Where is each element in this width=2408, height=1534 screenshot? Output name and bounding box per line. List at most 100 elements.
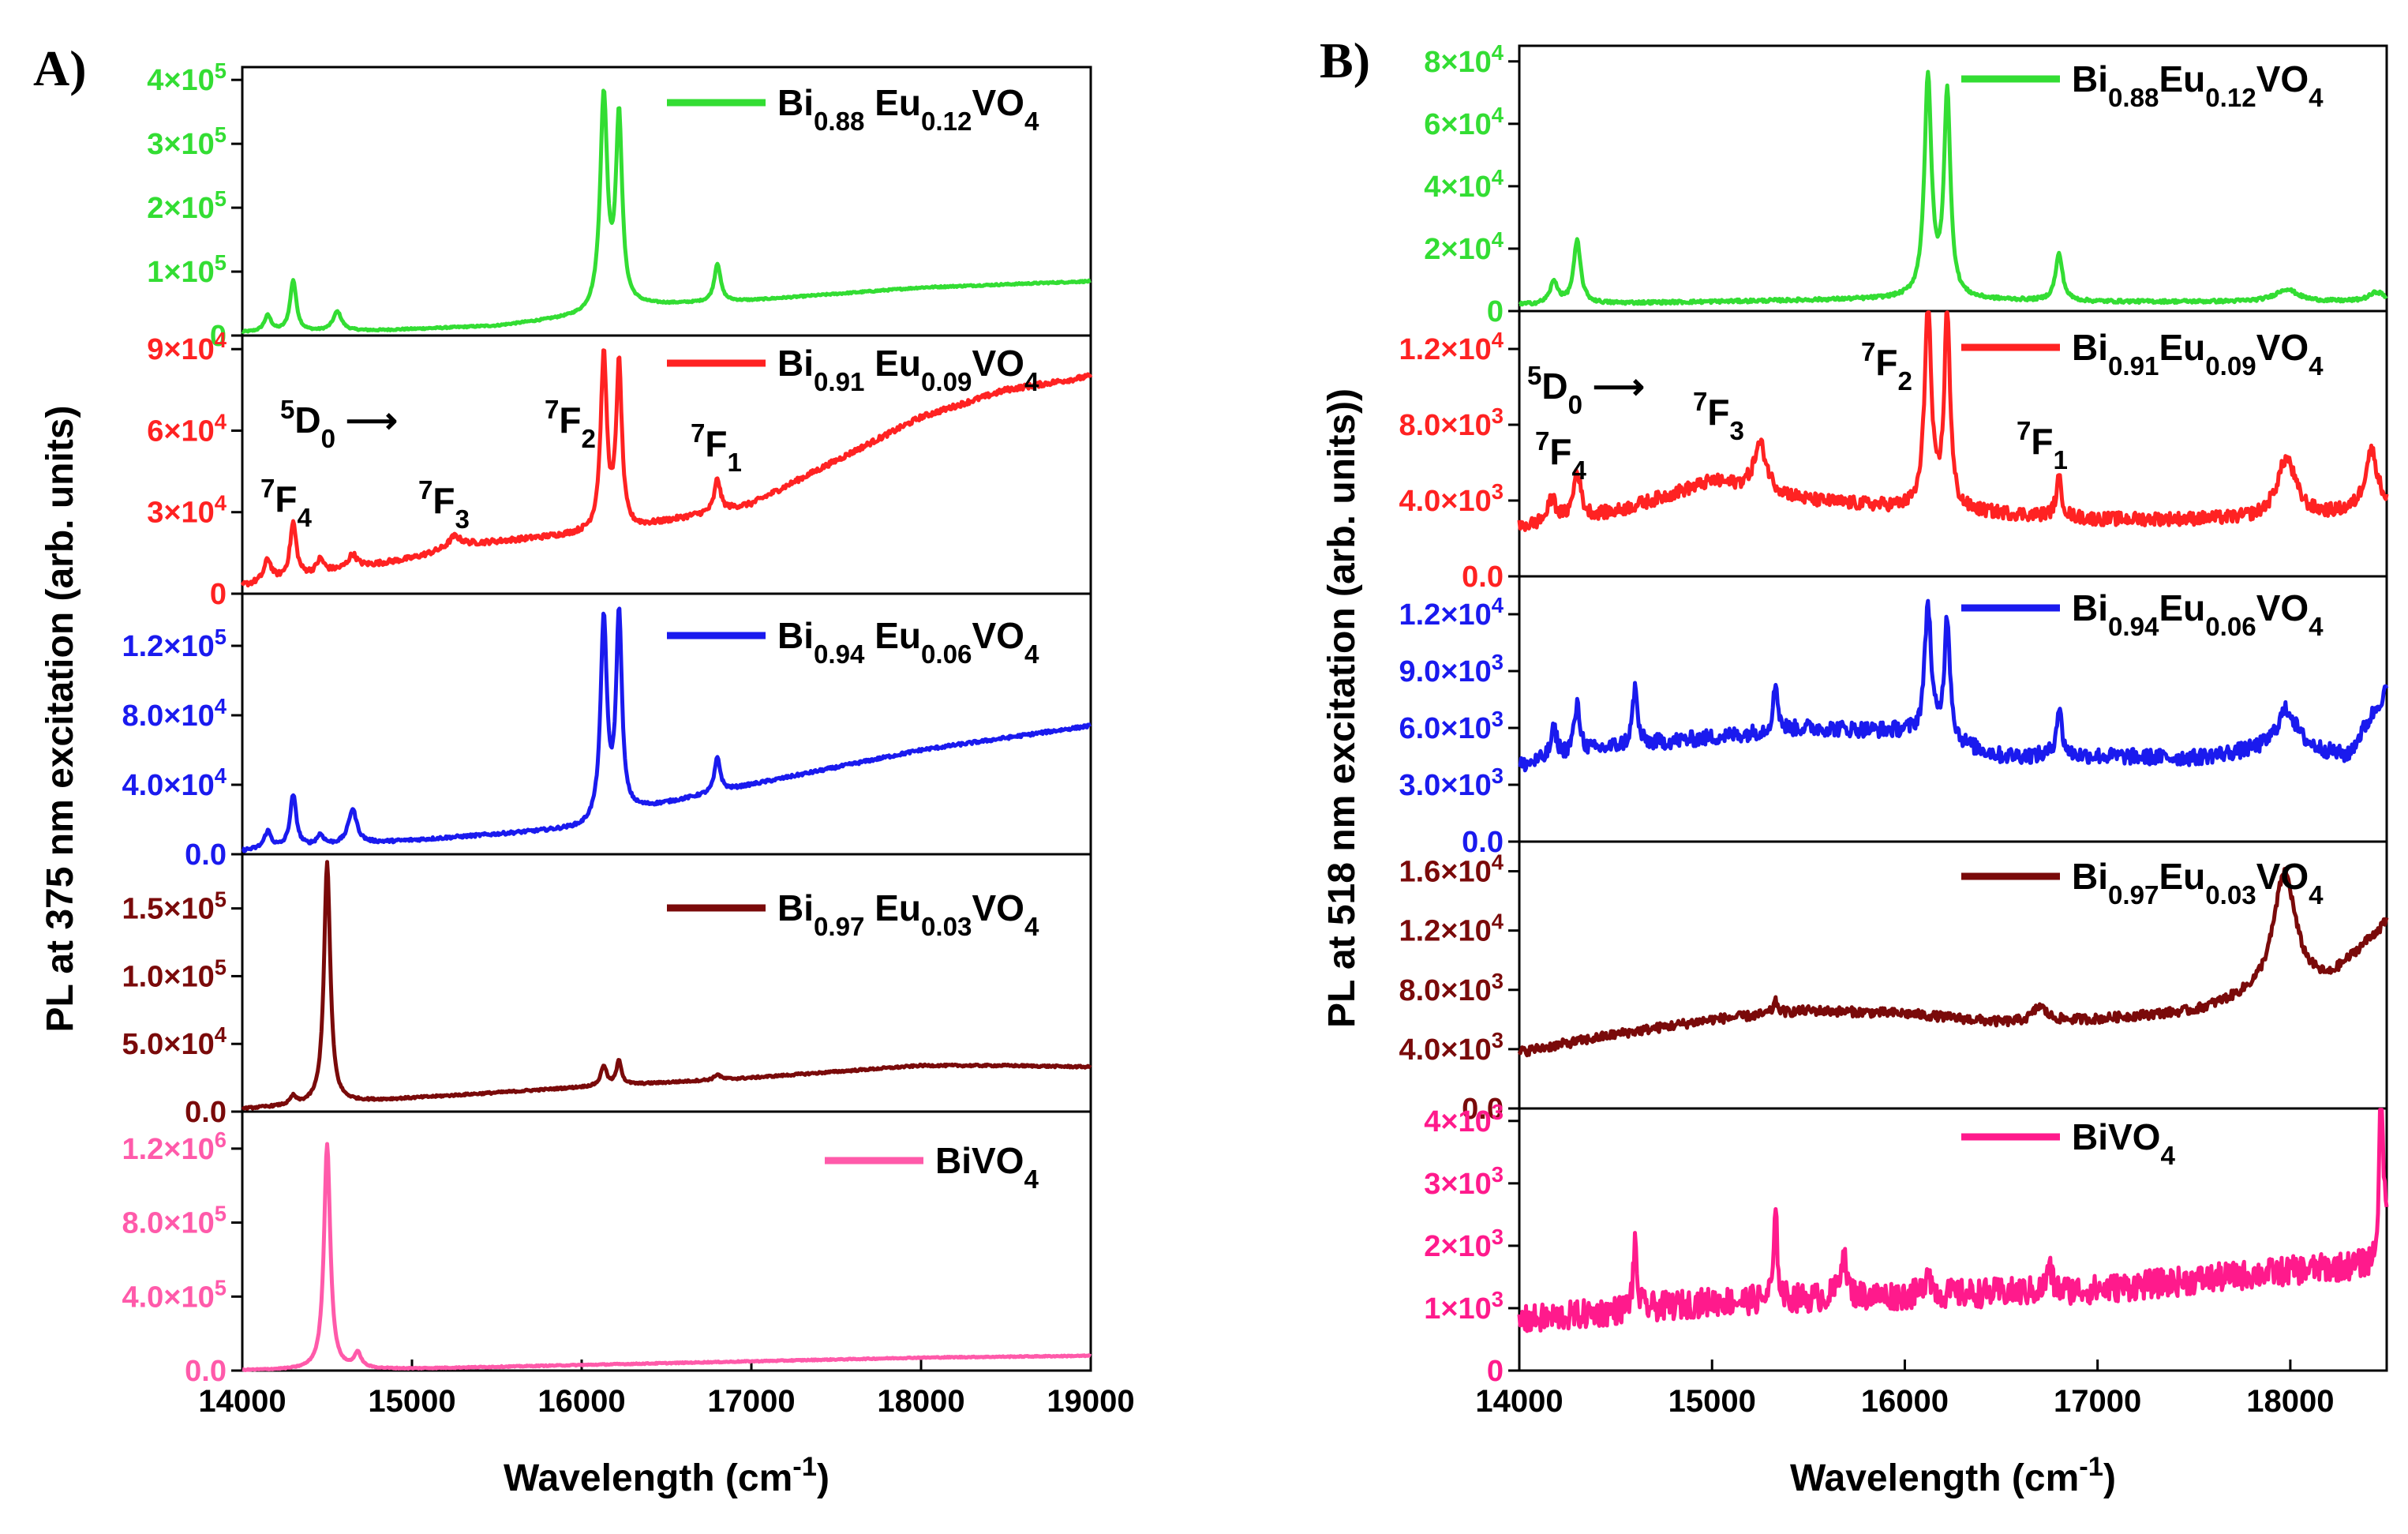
y-tick-label: 9×104 (147, 328, 227, 367)
subplot-3: 0.0 4.0×104 8.0×104 1.2×105 Bi0.94 Eu0.06VO4 (122, 592, 1092, 872)
y-tick-label: 2×103 (1424, 1224, 1504, 1263)
transition-label: 5D0 ⟶ (280, 396, 398, 454)
legend-label: Bi0.91 Eu0.09VO4 (777, 343, 1039, 397)
panel-label: B) (1320, 32, 1370, 88)
x-tick-label: 15000 (368, 1384, 455, 1419)
y-tick-label: 2×104 (1424, 227, 1504, 266)
transition-label: 7F1 (691, 419, 742, 478)
y-tick-label: 1.2×104 (1399, 909, 1504, 948)
legend-label: Bi0.94 Eu0.06VO4 (777, 615, 1039, 669)
y-tick-label: 6×104 (1424, 102, 1504, 141)
legend-label: BiVO4 (935, 1140, 1039, 1195)
panel-label: A) (33, 40, 87, 96)
y-tick-label: 5.0×104 (122, 1022, 227, 1062)
transition-label: 7F2 (545, 396, 596, 454)
panel-a: A) PL at 375 nm excitation (arb. units) Wa… (33, 40, 1135, 1499)
y-tick-label: 4.0×104 (122, 763, 227, 803)
y-tick-label: 4×104 (1424, 164, 1504, 204)
legend-label: Bi0.94Eu0.06VO4 (2072, 587, 2324, 642)
subplot-1: 0 2×104 4×104 6×104 8×104 Bi0.88Eu0.12VO4 (1424, 39, 2388, 328)
y-tick-label: 3×105 (147, 122, 227, 162)
y-tick-label: 6×104 (147, 409, 227, 448)
x-tick-label: 14000 (1475, 1384, 1563, 1419)
subplot-4: 0.0 5.0×104 1.0×105 1.5×105 Bi0.97 Eu0.03VO4 (122, 853, 1092, 1129)
legend-label: Bi0.97Eu0.03VO4 (2072, 856, 2324, 910)
subplot-5: 0 1×103 2×103 3×103 4×103 BiVO4 (1424, 1099, 2389, 1388)
subplot-frame (241, 1110, 1092, 1372)
transition-label: 7F3 (418, 476, 470, 534)
y-axis-title: PL at 518 nm excitation (arb. units)) (1321, 388, 1363, 1028)
legend-label: BiVO4 (2072, 1116, 2175, 1171)
x-axis-title: Wavelength (cm-1) (1790, 1452, 2116, 1499)
y-tick-label: 0.0 (185, 1355, 227, 1388)
transition-label: 7F4 (1535, 427, 1587, 486)
y-tick-label: 1×105 (147, 250, 227, 290)
y-tick-label: 4.0×105 (122, 1275, 227, 1315)
x-axis-title: Wavelength (cm-1) (504, 1452, 830, 1499)
transition-label: 7F1 (2017, 417, 2068, 475)
y-tick-label: 2×105 (147, 186, 227, 226)
series-line (1517, 1108, 2389, 1333)
y-tick-label: 3×103 (1424, 1161, 1504, 1201)
y-tick-label: 0 (210, 320, 227, 353)
transition-label: 7F4 (260, 474, 313, 533)
transition-label: 5D0 ⟶ (1527, 362, 1645, 420)
y-tick-label: 0 (210, 578, 227, 611)
y-tick-label: 4.0×103 (1399, 1027, 1504, 1067)
series-line (241, 860, 1092, 1112)
y-tick-label: 8.0×103 (1399, 968, 1504, 1007)
y-tick-label: 6.0×103 (1399, 707, 1504, 746)
legend-label: Bi0.88Eu0.12VO4 (2072, 58, 2324, 113)
y-tick-label: 1.2×105 (122, 624, 227, 664)
series-line (241, 88, 1092, 334)
y-tick-label: 1.0×105 (122, 955, 227, 994)
legend-label: Bi0.91Eu0.09VO4 (2072, 327, 2324, 381)
x-tick-label: 16000 (537, 1384, 625, 1419)
y-tick-label: 4×105 (147, 58, 227, 98)
y-tick-label: 0.0 (1462, 1093, 1504, 1126)
y-tick-label: 9.0×103 (1399, 650, 1504, 689)
x-tick-label: 15000 (1668, 1384, 1756, 1419)
x-tick-label: 19000 (1047, 1384, 1134, 1419)
y-tick-label: 0.0 (1462, 561, 1504, 594)
legend-label: Bi0.97 Eu0.03VO4 (777, 887, 1039, 942)
y-tick-label: 1.2×104 (1399, 328, 1504, 367)
subplot-5: 0.0 4.0×105 8.0×105 1.2×106 BiVO4 (122, 1110, 1092, 1388)
subplot-4: 0.0 4.0×103 8.0×103 1.2×104 1.6×104 Bi0.97Eu0… (1399, 840, 2389, 1126)
y-tick-label: 1.6×104 (1399, 850, 1504, 889)
y-tick-label: 4×103 (1424, 1099, 1504, 1138)
x-tick-label: 16000 (1861, 1384, 1949, 1419)
y-tick-label: 0 (1487, 295, 1504, 328)
x-tick-label: 17000 (707, 1384, 795, 1419)
x-tick-label: 14000 (198, 1384, 286, 1419)
subplot-frame (1518, 1107, 2388, 1372)
y-axis-title: PL at 375 nm excitation (arb. units) (39, 406, 81, 1033)
y-tick-label: 8×104 (1424, 39, 1504, 79)
x-tick-label: 18000 (877, 1384, 964, 1419)
series-line (241, 606, 1092, 853)
y-tick-label: 3.0×103 (1399, 763, 1504, 803)
legend-label: Bi0.88 Eu0.12VO4 (777, 82, 1039, 137)
y-tick-label: 8.0×103 (1399, 403, 1504, 443)
subplot-3: 0.0 3.0×103 6.0×103 9.0×103 1.2×104 Bi0.94Eu0… (1399, 575, 2389, 859)
y-tick-label: 8.0×104 (122, 694, 227, 733)
y-tick-label: 3×104 (147, 490, 227, 530)
series-line (1517, 310, 2389, 532)
series-line (1517, 867, 2389, 1058)
y-tick-label: 0.0 (185, 838, 227, 872)
y-tick-label: 8.0×105 (122, 1201, 227, 1240)
transition-label: 7F2 (1861, 338, 1912, 396)
y-tick-label: 1.2×106 (122, 1127, 227, 1166)
transition-label: 7F3 (1693, 388, 1744, 446)
y-tick-label: 0.0 (185, 1096, 227, 1129)
x-tick-label: 18000 (2246, 1384, 2334, 1419)
x-tick-label: 17000 (2054, 1384, 2141, 1419)
series-line (240, 348, 1093, 588)
panel-b: B) PL at 518 nm excitation (arb. units)) W… (1320, 32, 2389, 1499)
y-tick-label: 0.0 (1462, 826, 1504, 859)
series-line (241, 1142, 1092, 1372)
y-tick-label: 1×103 (1424, 1286, 1504, 1326)
